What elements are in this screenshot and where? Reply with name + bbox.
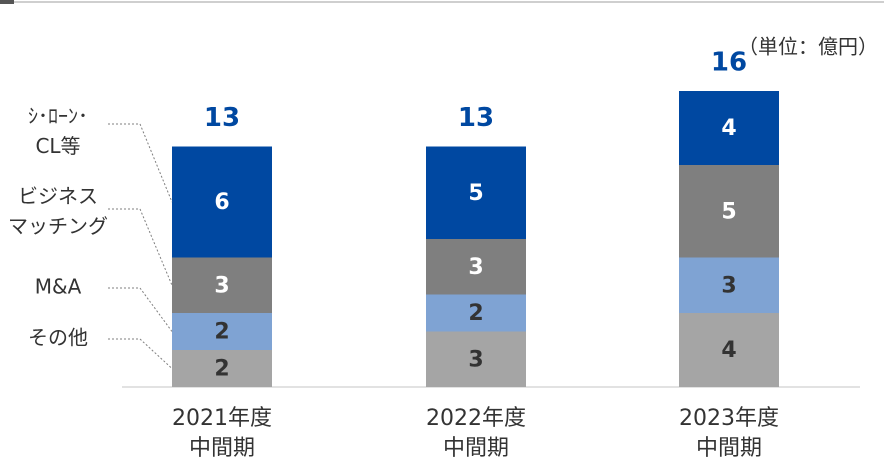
value-label: 4 xyxy=(721,338,736,363)
bar-segment xyxy=(679,257,779,313)
legend-label: ｼ･ﾛｰﾝ･ CL等 xyxy=(28,104,88,158)
total-label: 13 xyxy=(458,103,494,133)
bar-segment xyxy=(172,146,272,258)
legend-label: その他 xyxy=(28,326,88,350)
value-label: 3 xyxy=(468,255,483,280)
value-label: 3 xyxy=(468,347,483,372)
unit-label: （単位：億円） xyxy=(738,35,878,59)
leader-line xyxy=(108,208,173,286)
value-label: 2 xyxy=(214,357,229,382)
bar-segment xyxy=(679,91,779,165)
legend-label: M&A xyxy=(35,275,82,299)
value-label: 3 xyxy=(214,273,229,298)
top-accent xyxy=(0,0,14,4)
leader-line xyxy=(108,287,173,332)
bar-segment xyxy=(172,350,272,387)
value-label: 5 xyxy=(468,181,483,206)
value-label: 5 xyxy=(721,199,736,224)
total-label: 16 xyxy=(711,48,747,78)
leader-line xyxy=(108,338,173,369)
bar-segment xyxy=(172,257,272,313)
value-label: 6 xyxy=(214,190,229,215)
value-label: 4 xyxy=(721,116,736,141)
bar-segment xyxy=(426,331,526,387)
total-label: 13 xyxy=(204,103,240,133)
bar-segment xyxy=(679,165,779,258)
value-label: 2 xyxy=(468,301,483,326)
x-tick-label: 2022年度中間期 xyxy=(426,406,526,461)
legend-label: ビジネスマッチング xyxy=(8,184,108,238)
leader-line xyxy=(108,123,173,203)
bar-segment xyxy=(172,313,272,350)
bar-segment xyxy=(679,313,779,387)
x-tick-label: 2021年度中間期 xyxy=(172,406,272,461)
x-tick-label: 2023年度中間期 xyxy=(679,406,779,461)
bar-segment xyxy=(426,294,526,332)
value-label: 3 xyxy=(721,273,736,298)
bar-segment xyxy=(426,239,526,295)
value-label: 2 xyxy=(214,320,229,345)
bar-segment xyxy=(426,146,526,239)
